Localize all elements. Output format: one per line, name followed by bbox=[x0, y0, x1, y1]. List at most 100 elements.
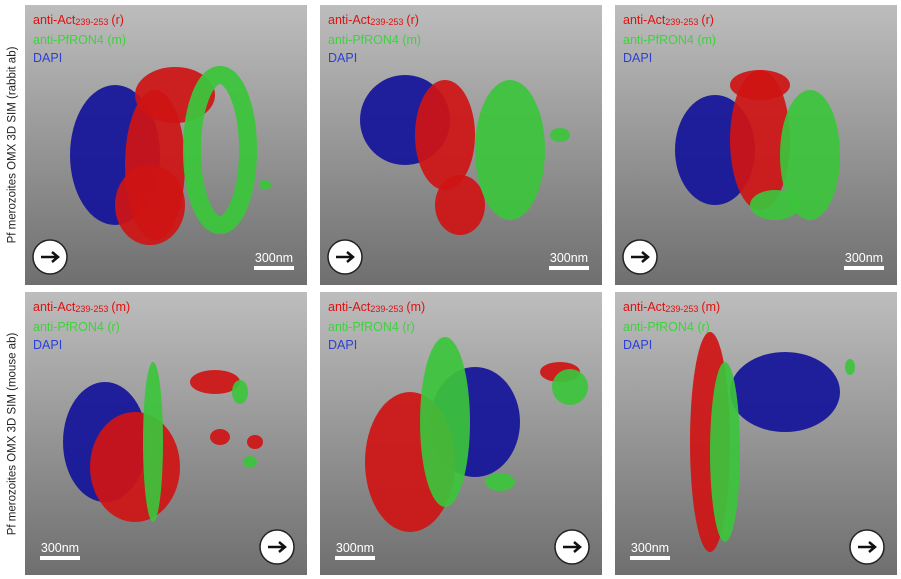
stain-blob bbox=[552, 369, 588, 405]
channel-label: anti-Act239-253 (r) bbox=[328, 11, 421, 31]
channel-label: anti-PfRON4 (r) bbox=[33, 318, 130, 336]
channel-name: anti-Act bbox=[328, 300, 371, 314]
stain-blob bbox=[730, 70, 790, 100]
channel-name: DAPI bbox=[33, 338, 63, 352]
stain-blob bbox=[420, 337, 470, 507]
scale-bar-line bbox=[630, 556, 670, 560]
channel-name: anti-Act bbox=[328, 13, 371, 27]
stain-blob bbox=[183, 66, 257, 234]
scale-bar: 300nm bbox=[37, 541, 83, 560]
channel-label: anti-PfRON4 (m) bbox=[623, 31, 716, 49]
stain-blob bbox=[415, 80, 475, 190]
channel-name: anti-Act bbox=[33, 13, 76, 27]
channel-name: DAPI bbox=[328, 338, 358, 352]
channel-label: DAPI bbox=[623, 49, 716, 67]
channel-name: DAPI bbox=[623, 338, 653, 352]
channel-subscript: 239-253 bbox=[370, 304, 404, 314]
stain-blob bbox=[710, 362, 740, 542]
channel-label: anti-Act239-253 (m) bbox=[623, 298, 720, 318]
channel-label: anti-Act239-253 (m) bbox=[328, 298, 425, 318]
image-panel: anti-Act239-253 (m) anti-PfRON4 (r) DAPI 300… bbox=[320, 292, 602, 575]
channel-label: anti-Act239-253 (r) bbox=[623, 11, 716, 31]
orientation-arrow bbox=[268, 541, 287, 553]
channel-name: DAPI bbox=[328, 51, 358, 65]
stain-blob bbox=[475, 80, 545, 220]
orientation-arrow bbox=[41, 251, 60, 263]
channel-label: anti-Act239-253 (r) bbox=[33, 11, 126, 31]
orientation-arrow bbox=[631, 251, 650, 263]
scale-bar-label: 300nm bbox=[254, 251, 294, 265]
channel-name: DAPI bbox=[33, 51, 63, 65]
stain-blob bbox=[550, 128, 570, 142]
microscopy-render bbox=[365, 337, 590, 565]
scale-bar-line bbox=[335, 556, 375, 560]
scale-bar: 300nm bbox=[841, 251, 887, 270]
channel-subscript: 239-253 bbox=[370, 17, 404, 27]
image-panel: anti-Act239-253 (m) anti-PfRON4 (r) DAPI 300… bbox=[615, 292, 897, 575]
channel-subscript: 239-253 bbox=[75, 17, 109, 27]
channel-subscript: 239-253 bbox=[665, 17, 699, 27]
stain-blob bbox=[247, 435, 263, 449]
scale-bar: 300nm bbox=[627, 541, 673, 560]
channel-subscript: 239-253 bbox=[665, 304, 699, 314]
stain-blob bbox=[259, 180, 271, 190]
scale-bar: 300nm bbox=[332, 541, 378, 560]
row-label-text: Pf merozoites OMX 3D SIM (mouse ab) bbox=[6, 332, 18, 535]
channel-suffix: (r) bbox=[111, 13, 124, 27]
image-panel: anti-Act239-253 (r) anti-PfRON4 (m) DAPI 300… bbox=[25, 5, 307, 285]
scale-bar-label: 300nm bbox=[549, 251, 589, 265]
row-label: Pf merozoites OMX 3D SIM (rabbit ab) bbox=[0, 5, 24, 285]
stain-blob bbox=[115, 165, 185, 245]
channel-name: anti-Act bbox=[623, 300, 666, 314]
channel-name: anti-PfRON4 (m) bbox=[623, 33, 717, 47]
channel-label: anti-PfRON4 (m) bbox=[328, 31, 421, 49]
stain-blob bbox=[730, 70, 790, 210]
stain-blob bbox=[210, 429, 230, 445]
channel-legend: anti-Act239-253 (m) anti-PfRON4 (r) DAPI bbox=[328, 298, 425, 354]
scale-bar-line bbox=[254, 266, 294, 270]
channel-legend: anti-Act239-253 (m) anti-PfRON4 (r) DAPI bbox=[33, 298, 130, 354]
channel-label: DAPI bbox=[328, 336, 425, 354]
scale-bar-label: 300nm bbox=[335, 541, 375, 555]
channel-label: anti-PfRON4 (m) bbox=[33, 31, 126, 49]
channel-label: DAPI bbox=[328, 49, 421, 67]
stain-blob bbox=[780, 90, 840, 220]
channel-name: anti-Act bbox=[33, 300, 76, 314]
channel-suffix: (m) bbox=[701, 300, 721, 314]
channel-label: anti-PfRON4 (r) bbox=[328, 318, 425, 336]
orientation-arrow bbox=[336, 251, 355, 263]
image-panel: anti-Act239-253 (r) anti-PfRON4 (m) DAPI 300… bbox=[320, 5, 602, 285]
channel-legend: anti-Act239-253 (r) anti-PfRON4 (m) DAPI bbox=[623, 11, 716, 67]
stain-blob bbox=[730, 352, 840, 432]
channel-name: DAPI bbox=[623, 51, 653, 65]
stain-blob bbox=[90, 412, 180, 522]
stain-blob bbox=[143, 362, 163, 522]
stain-blob bbox=[435, 175, 485, 235]
channel-subscript: 239-253 bbox=[75, 304, 109, 314]
channel-suffix: (m) bbox=[406, 300, 426, 314]
channel-legend: anti-Act239-253 (r) anti-PfRON4 (m) DAPI bbox=[328, 11, 421, 67]
scale-bar-label: 300nm bbox=[844, 251, 884, 265]
channel-legend: anti-Act239-253 (m) anti-PfRON4 (r) DAPI bbox=[623, 298, 720, 354]
channel-label: anti-PfRON4 (r) bbox=[623, 318, 720, 336]
channel-name: anti-PfRON4 (m) bbox=[33, 33, 127, 47]
channel-name: anti-Act bbox=[623, 13, 666, 27]
scale-bar-line bbox=[40, 556, 80, 560]
microscopy-render bbox=[32, 66, 271, 275]
channel-name: anti-PfRON4 (m) bbox=[328, 33, 422, 47]
channel-legend: anti-Act239-253 (r) anti-PfRON4 (m) DAPI bbox=[33, 11, 126, 67]
scale-bar: 300nm bbox=[546, 251, 592, 270]
channel-label: DAPI bbox=[33, 336, 130, 354]
row-label-text: Pf merozoites OMX 3D SIM (rabbit ab) bbox=[6, 46, 18, 244]
microscopy-render bbox=[622, 70, 840, 275]
microscopy-render bbox=[327, 75, 570, 275]
channel-suffix: (r) bbox=[406, 13, 419, 27]
channel-name: anti-PfRON4 (r) bbox=[328, 320, 415, 334]
scale-bar-label: 300nm bbox=[630, 541, 670, 555]
channel-label: DAPI bbox=[33, 49, 126, 67]
orientation-arrow bbox=[563, 541, 582, 553]
scale-bar-line bbox=[844, 266, 884, 270]
row-label: Pf merozoites OMX 3D SIM (mouse ab) bbox=[0, 292, 24, 575]
stain-blob bbox=[232, 380, 248, 404]
